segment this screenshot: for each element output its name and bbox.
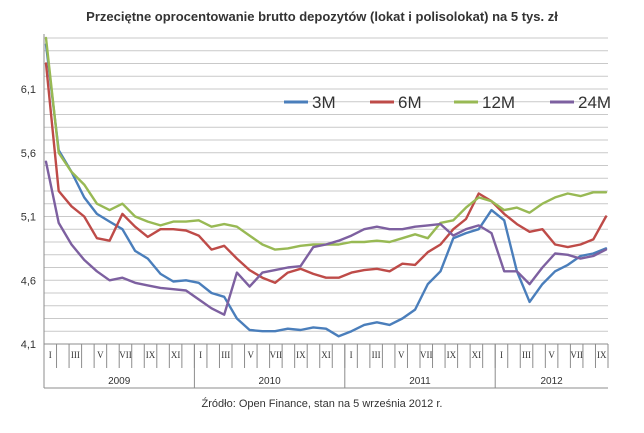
x-tick-label: IX xyxy=(146,350,156,360)
x-tick-label: III xyxy=(71,350,80,360)
legend-label: 6M xyxy=(398,93,422,112)
series-line-24m xyxy=(44,160,608,316)
year-label: 2011 xyxy=(409,376,431,387)
year-label: 2009 xyxy=(108,376,131,387)
y-tick-label: 5,6 xyxy=(21,148,36,160)
legend-label: 24M xyxy=(578,93,611,112)
axes: 4,14,65,15,66,1I III V VII IX XI I III V VII IX XI I… xyxy=(21,34,609,389)
x-tick-label: XI xyxy=(171,350,181,360)
x-tick-label: IX xyxy=(597,350,607,360)
x-tick-label: XI xyxy=(321,350,331,360)
y-tick-label: 4,1 xyxy=(21,339,36,351)
x-tick-label: VII xyxy=(570,350,583,360)
series-line-6m xyxy=(44,62,608,284)
x-tick-label: V xyxy=(398,350,405,360)
x-tick-label: IX xyxy=(296,350,306,360)
legend: 3M 6M 12M 24M xyxy=(284,93,611,112)
series-lines xyxy=(44,36,608,338)
year-label: 2012 xyxy=(540,376,563,387)
x-tick-label: I xyxy=(199,350,202,360)
x-tick-label: IX xyxy=(447,350,457,360)
y-tick-label: 6,1 xyxy=(21,84,36,96)
y-tick-label: 4,6 xyxy=(21,275,36,287)
x-tick-label: I xyxy=(500,350,503,360)
x-tick-label: VII xyxy=(420,350,433,360)
x-tick-label: V xyxy=(97,350,104,360)
chart-source: Źródło: Open Finance, stan na 5 września… xyxy=(201,398,443,410)
x-tick-label: XI xyxy=(472,350,482,360)
x-tick-label: V xyxy=(548,350,555,360)
x-tick-label: III xyxy=(221,350,230,360)
x-tick-label: VII xyxy=(119,350,132,360)
x-tick-label: I xyxy=(350,350,353,360)
series-line-12m xyxy=(44,36,608,251)
x-tick-label: I xyxy=(49,350,52,360)
x-tick-label: III xyxy=(522,350,531,360)
x-tick-label: V xyxy=(248,350,255,360)
x-tick-label: III xyxy=(372,350,381,360)
year-label: 2010 xyxy=(258,376,281,387)
chart-title: Przeciętne oprocentowanie brutto depozyt… xyxy=(86,9,558,24)
legend-label: 12M xyxy=(482,93,515,112)
series-line-3m xyxy=(44,43,608,338)
x-tick-label: VII xyxy=(270,350,283,360)
grid-lines xyxy=(44,37,608,345)
legend-label: 3M xyxy=(312,93,336,112)
y-tick-label: 5,1 xyxy=(21,212,36,224)
